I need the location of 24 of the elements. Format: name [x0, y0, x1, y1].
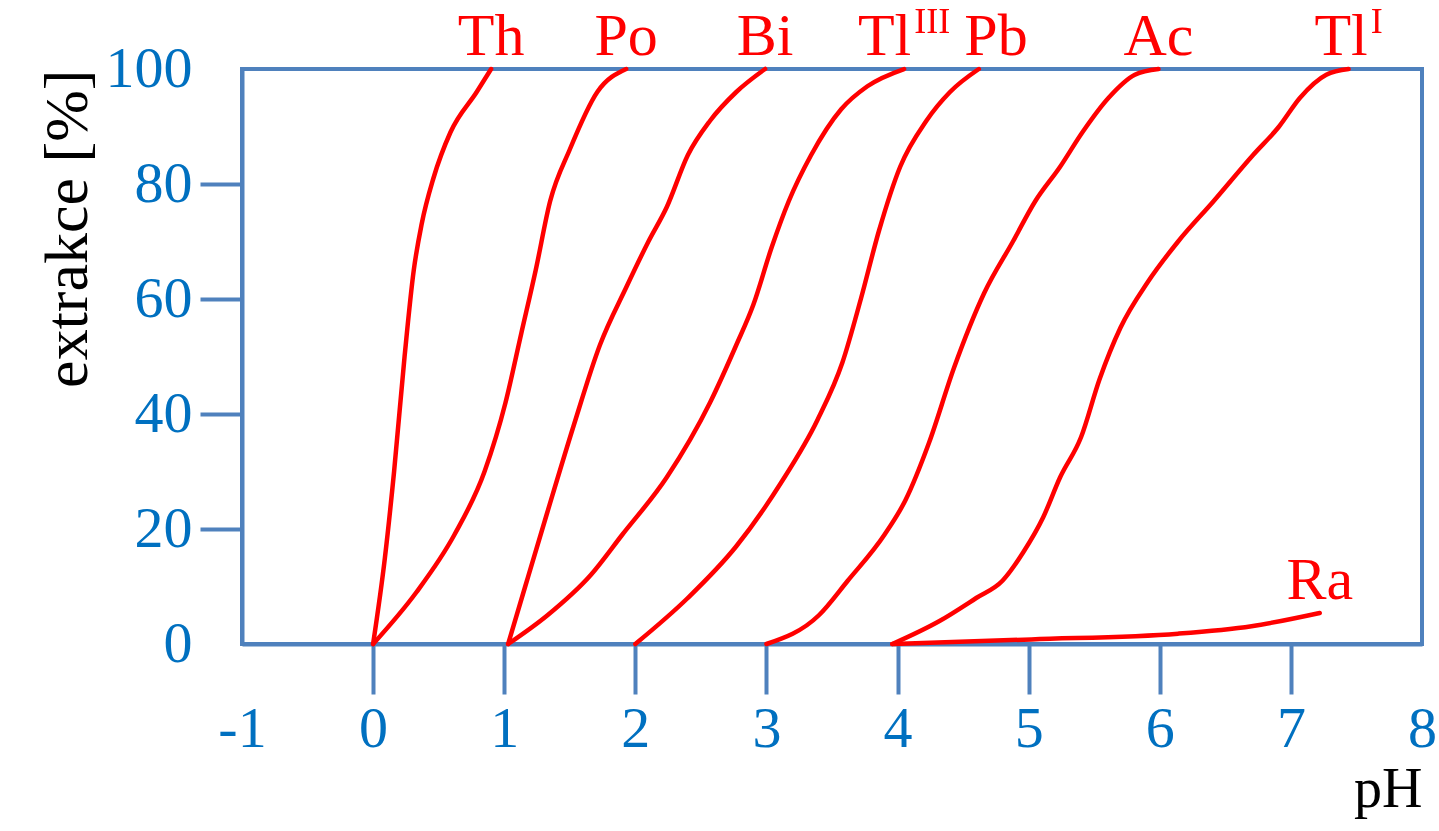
- series-label: Ra: [1286, 545, 1354, 612]
- y-tick-label: 40: [134, 379, 193, 445]
- y-axis-title: extrakce [%]: [31, 69, 100, 388]
- series-label: Th: [457, 2, 525, 68]
- line-series: [764, 66, 1161, 647]
- x-tick-label: 2: [621, 694, 651, 760]
- series-label: Po: [594, 2, 658, 68]
- y-tick-label: 20: [134, 494, 193, 560]
- x-tick-label: 5: [1014, 694, 1044, 760]
- x-tick-label: -1: [218, 694, 267, 760]
- series-label: Pb: [964, 2, 1028, 68]
- x-tick-label: 0: [359, 694, 389, 760]
- x-tick-label: 3: [752, 694, 782, 760]
- x-tick-label: 1: [490, 694, 520, 760]
- y-tick-label: 80: [134, 149, 193, 215]
- x-tick-label: 7: [1276, 694, 1306, 760]
- y-tick-label: 100: [105, 34, 193, 100]
- series-label: Bi: [736, 2, 794, 68]
- series-label: Ac: [1123, 2, 1194, 68]
- y-tick-label: 0: [163, 609, 193, 675]
- y-tick-label: 60: [134, 264, 193, 330]
- line-series: [633, 66, 982, 647]
- x-tick-label: 4: [883, 694, 913, 760]
- x-tick-label: 6: [1145, 694, 1175, 760]
